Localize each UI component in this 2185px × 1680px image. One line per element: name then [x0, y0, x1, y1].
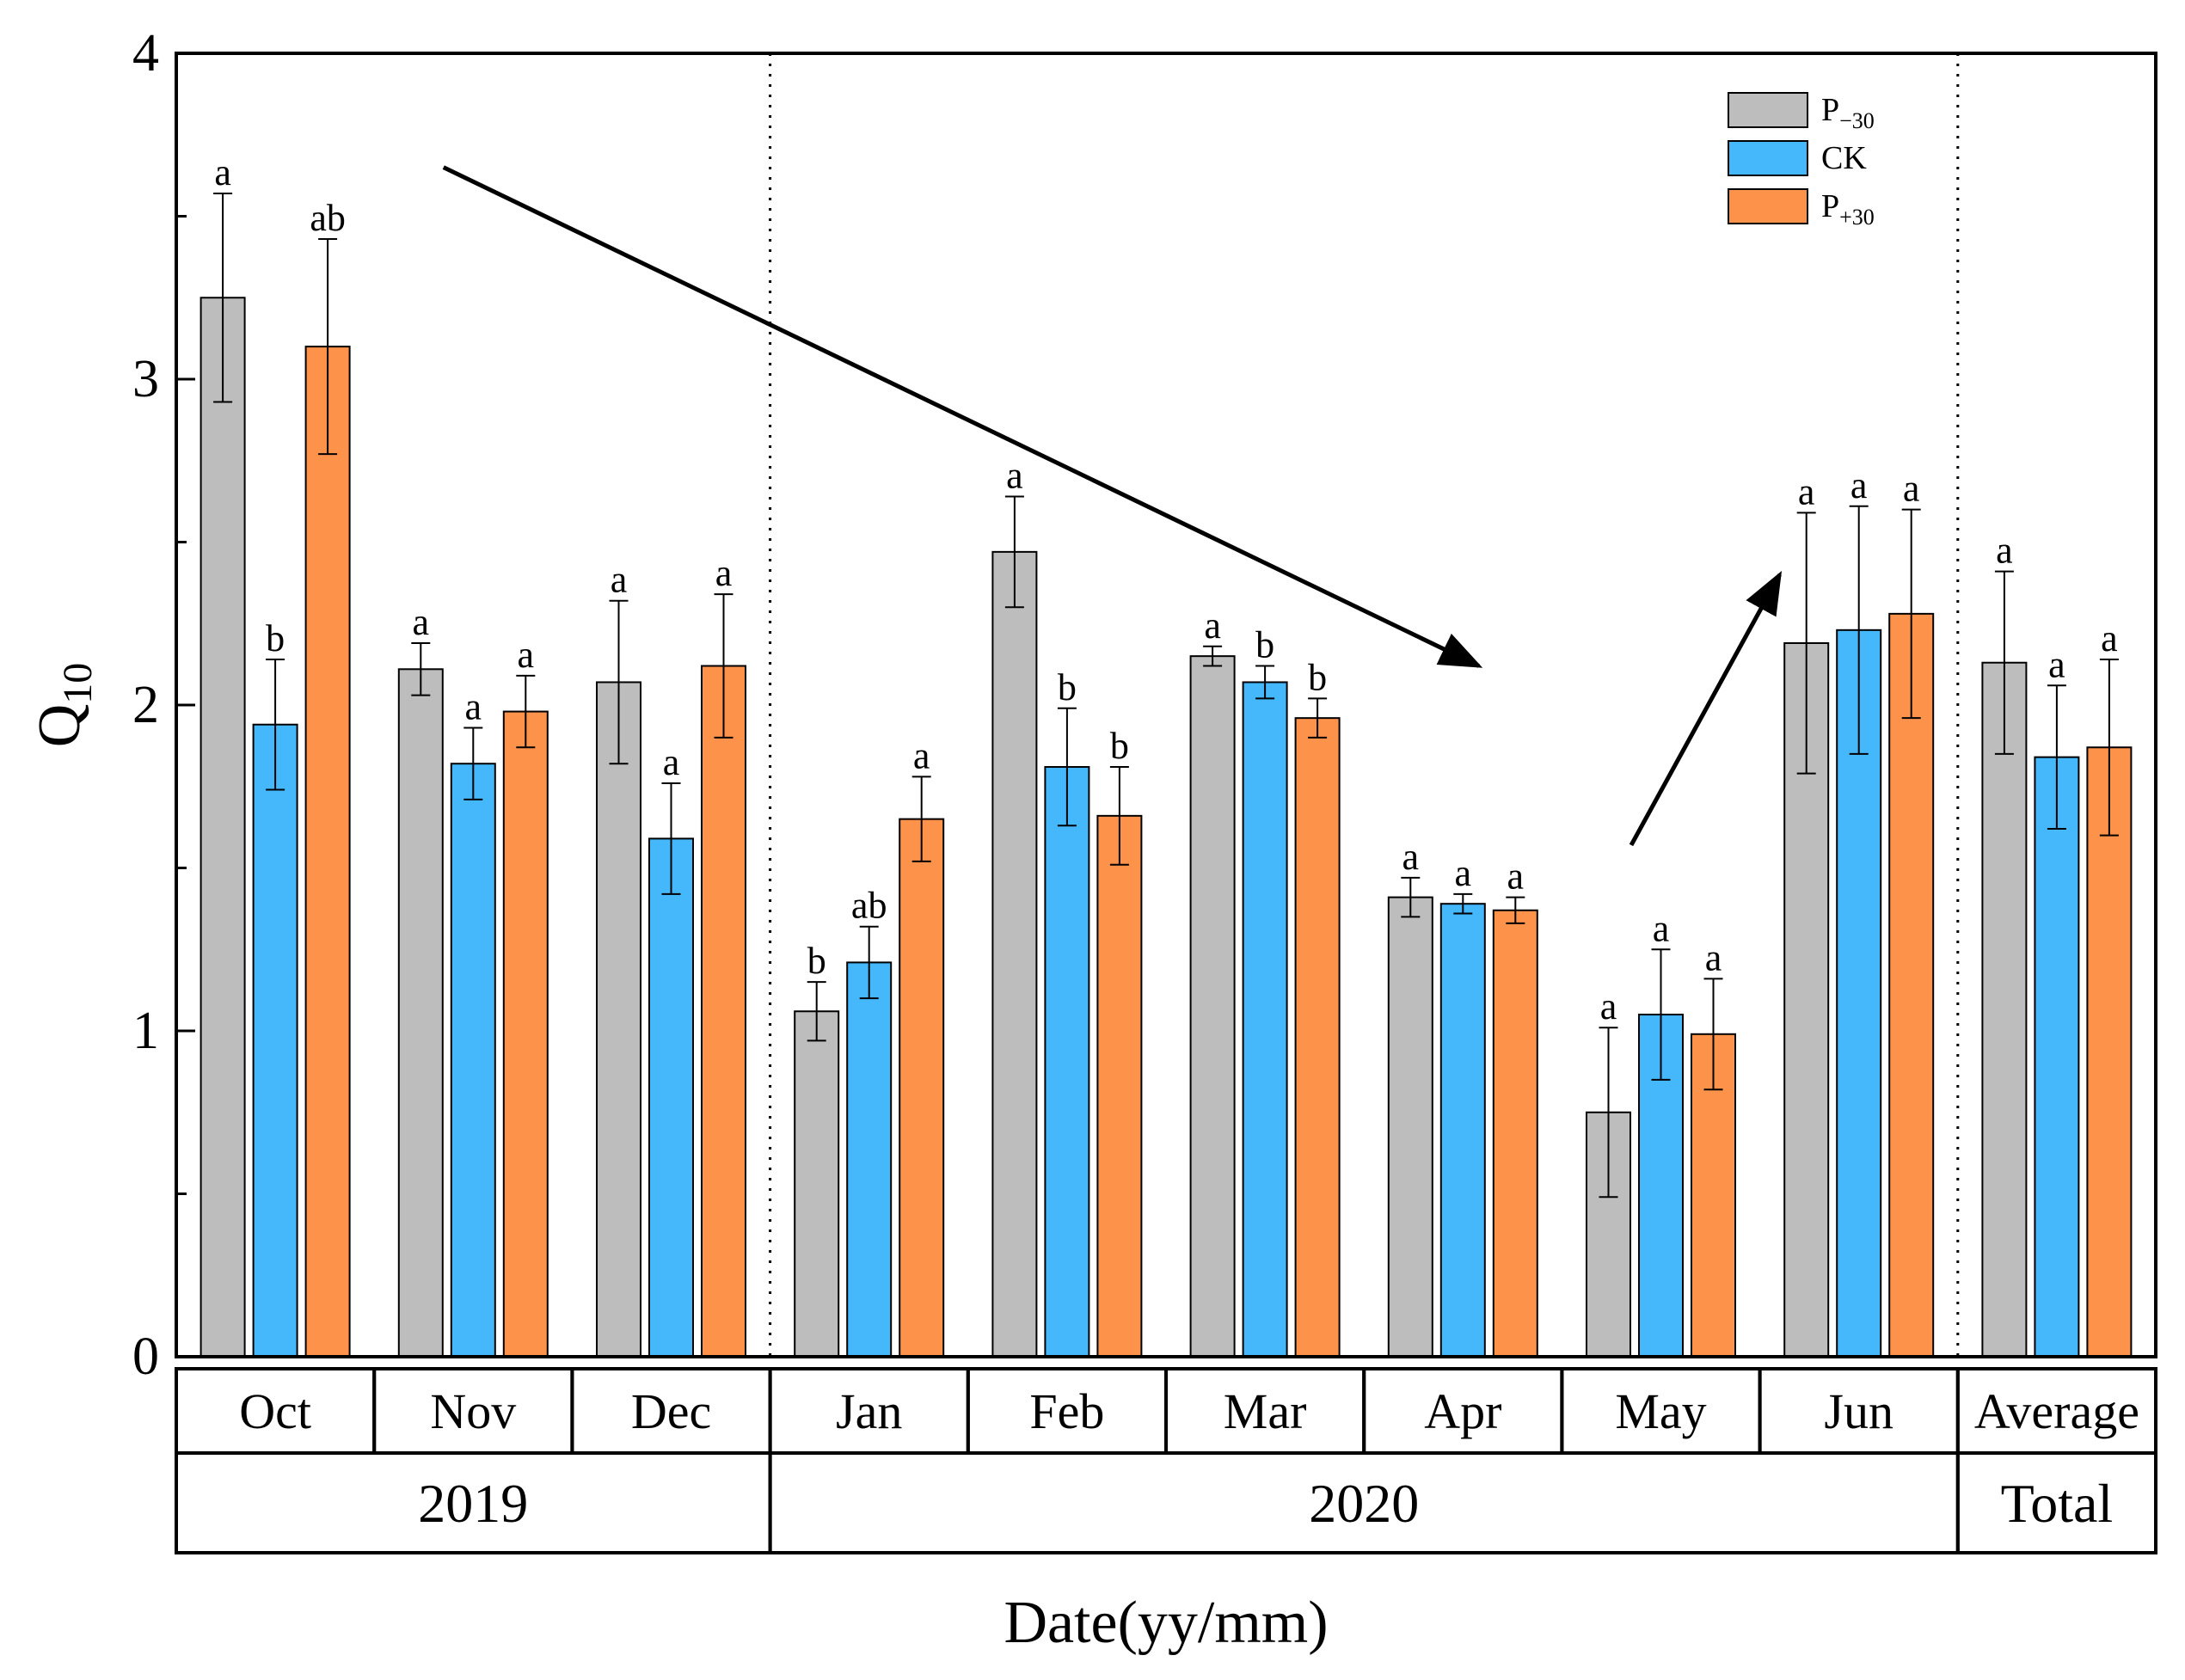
y-tick-label: 1	[132, 1002, 159, 1060]
significance-label: a	[1006, 454, 1023, 496]
bar-p30-nov	[502, 710, 549, 1358]
x-tick-label: Feb	[1029, 1383, 1104, 1439]
bar-p30-feb	[1096, 814, 1143, 1358]
annotations-layer	[442, 53, 1960, 1357]
bar-p30-oct	[304, 346, 351, 1358]
significance-label: a	[913, 734, 930, 776]
significance-label: b	[1058, 666, 1077, 708]
group-cell-total	[1955, 1451, 2158, 1554]
significance-label: a	[611, 559, 628, 601]
legend-label-main: CK	[1821, 140, 1867, 176]
bar-p30-oct	[199, 297, 246, 1358]
trend-arrow	[442, 165, 1483, 668]
group-label: Total	[2001, 1473, 2114, 1534]
legend-label: CK	[1821, 140, 1867, 176]
legend-swatch	[1728, 92, 1808, 128]
x-tick-label: Dec	[631, 1383, 711, 1439]
significance-label: a	[518, 634, 535, 676]
significance-label: a	[1455, 852, 1472, 894]
y-tick-label: 4	[132, 24, 159, 83]
significance-label: a	[1204, 604, 1221, 647]
bar-ck-nov	[450, 763, 496, 1358]
group-label: 2019	[418, 1473, 528, 1534]
bar-ck-apr	[1439, 903, 1486, 1358]
bar-ck-mar	[1242, 681, 1288, 1358]
group-label: 2020	[1309, 1473, 1419, 1534]
significance-label: a	[1798, 470, 1815, 512]
x-tick-label: Average	[1974, 1383, 2139, 1439]
bar-p30-dec	[596, 681, 641, 1358]
significance-label: a	[663, 741, 680, 783]
x-tick-label: Nov	[430, 1383, 516, 1439]
axes-layer: 0 1 2 3 4 Q10 Date(yy/mm)	[27, 24, 2157, 1656]
legend-label-main: P	[1821, 92, 1839, 128]
legend-label-sub: +30	[1839, 205, 1875, 230]
x-tick-label: Mar	[1224, 1383, 1307, 1439]
bar-p30-jun	[1888, 612, 1935, 1358]
significance-label: a	[2048, 643, 2065, 685]
x-tick-label: May	[1615, 1383, 1706, 1439]
y-tick-label: 3	[132, 350, 159, 408]
x-tick-label: Jun	[1824, 1383, 1893, 1439]
trend-arrow	[1629, 571, 1783, 847]
bar-ck-dec	[648, 837, 694, 1358]
significance-label: b	[1255, 624, 1274, 666]
x-tick-label: Jan	[836, 1383, 902, 1439]
bar-p30-nov	[397, 668, 444, 1358]
legend-label-main: P	[1821, 188, 1839, 224]
significance-label: b	[266, 617, 285, 659]
significance-label: a	[1903, 468, 1920, 510]
y-tick-label: 2	[132, 676, 159, 734]
significance-label: a	[1402, 836, 1420, 878]
significance-label: a	[1600, 985, 1617, 1027]
significance-label: a	[1507, 855, 1525, 898]
y-axis-title-sub: 10	[55, 663, 101, 704]
legend-label-sub: −30	[1839, 108, 1875, 133]
legend-swatch	[1728, 140, 1808, 176]
bar-p30-dec	[701, 665, 746, 1358]
bar-p30-jan	[794, 1010, 840, 1358]
bar-p30-average	[1981, 661, 2028, 1358]
y-tick-label: 0	[132, 1327, 159, 1386]
bar-p30-average	[2086, 746, 2133, 1358]
significance-label: a	[1653, 907, 1670, 949]
x-tick-label: Apr	[1424, 1383, 1501, 1439]
significance-label: ab	[310, 197, 346, 239]
bar-p30-jan	[899, 818, 945, 1358]
significance-label: a	[214, 151, 231, 193]
significance-label: ab	[851, 885, 887, 927]
legend-label: P+30	[1821, 188, 1875, 230]
bar-p30-apr	[1387, 896, 1433, 1358]
significance-label: a	[1996, 530, 2013, 572]
significance-label: b	[1308, 656, 1327, 698]
x-tick-label: Oct	[239, 1383, 311, 1439]
bar-ck-oct	[252, 723, 298, 1358]
significance-label: a	[1850, 464, 1868, 506]
legend-label: P−30	[1821, 92, 1875, 133]
significance-label: a	[2101, 617, 2118, 659]
significance-label: a	[1705, 936, 1722, 978]
bar-p30-mar	[1189, 655, 1236, 1358]
y-axis-title: Q10	[27, 663, 101, 748]
bar-ck-jan	[846, 961, 893, 1358]
significance-label: a	[413, 601, 430, 643]
legend-swatch	[1728, 188, 1808, 224]
bar-p30-apr	[1492, 909, 1538, 1358]
category-table: Oct Nov Dec Jan Feb Mar Apr May Jun Average 2019 20…	[175, 1367, 2158, 1554]
bar-p30-mar	[1294, 717, 1341, 1358]
bar-ck-feb	[1044, 766, 1090, 1358]
bar-p30-feb	[991, 550, 1038, 1358]
significance-label: b	[807, 940, 826, 982]
y-axis-title-main: Q	[27, 704, 93, 748]
significance-label: b	[1110, 725, 1129, 767]
bar-ck-average	[2034, 756, 2080, 1358]
significance-label: a	[465, 686, 482, 728]
x-axis-title: Date(yy/mm)	[1004, 1590, 1328, 1656]
significance-label: a	[715, 552, 733, 594]
